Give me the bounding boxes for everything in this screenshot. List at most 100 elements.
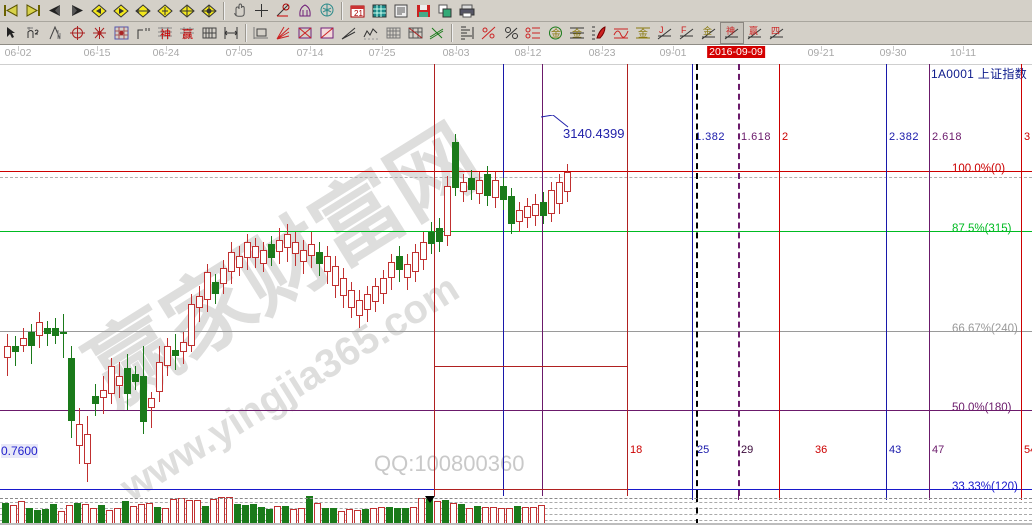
candle-body[interactable] [548, 190, 555, 214]
volume-bar[interactable] [210, 499, 217, 525]
fan-lines-icon[interactable] [272, 23, 294, 43]
measure-span-icon[interactable] [220, 23, 242, 43]
candle-body[interactable] [100, 390, 107, 398]
page-right-icon[interactable] [66, 1, 88, 21]
shift-left-icon[interactable] [88, 1, 110, 21]
volume-bar[interactable] [234, 504, 241, 525]
candle-body[interactable] [52, 328, 59, 336]
candle-body[interactable] [84, 434, 91, 464]
volume-bar[interactable] [314, 503, 321, 525]
candle-body[interactable] [396, 256, 403, 270]
volume-bar[interactable] [18, 501, 25, 525]
comb-grid-icon[interactable] [198, 23, 220, 43]
candle-body[interactable] [460, 182, 467, 192]
candle-body[interactable] [244, 242, 251, 258]
navigation-toolbar[interactable]: 21 [0, 0, 1032, 22]
candle-body[interactable] [380, 278, 387, 294]
volume-bar[interactable] [50, 504, 57, 525]
protractor-icon[interactable] [272, 1, 294, 21]
percent-level-icon[interactable] [522, 23, 544, 43]
candle-body[interactable] [308, 244, 315, 256]
volume-bar[interactable] [458, 504, 465, 525]
candle-body[interactable] [292, 242, 299, 254]
candle-body[interactable] [260, 250, 267, 264]
si-fan-icon[interactable]: 四 [766, 23, 788, 43]
candle-body[interactable] [124, 368, 131, 394]
candle-body[interactable] [212, 282, 219, 294]
ying-fan-icon[interactable]: 赢 [744, 23, 766, 43]
candle-body[interactable] [484, 174, 491, 196]
last-record-icon[interactable] [22, 1, 44, 21]
cursor-arrow-icon[interactable] [0, 23, 22, 43]
j-line-icon[interactable]: J [654, 23, 676, 43]
candle-body[interactable] [156, 362, 163, 392]
volume-bar[interactable] [170, 499, 177, 525]
candle-body[interactable] [532, 204, 539, 216]
report-icon[interactable] [390, 1, 412, 21]
candle-body[interactable] [188, 304, 195, 346]
volume-bar[interactable] [194, 500, 201, 525]
candle-body[interactable] [324, 256, 331, 272]
volume-bar[interactable] [122, 501, 129, 525]
parallel-lines-icon[interactable] [426, 23, 448, 43]
first-record-icon[interactable] [0, 1, 22, 21]
volume-bar[interactable] [186, 500, 193, 525]
candle-body[interactable] [180, 342, 187, 352]
volume-bar[interactable] [218, 497, 225, 525]
volume-bar[interactable] [98, 505, 105, 525]
volume-bar[interactable] [418, 498, 425, 525]
step-line-icon[interactable] [132, 23, 154, 43]
save-disk-icon[interactable] [412, 1, 434, 21]
draw-shape-icon[interactable] [294, 1, 316, 21]
candle-body[interactable] [316, 252, 323, 264]
gold-level-icon[interactable]: 金 [566, 23, 588, 43]
percent-retrace-icon[interactable] [478, 23, 500, 43]
candle-body[interactable] [92, 396, 99, 404]
candle-body[interactable] [28, 332, 35, 346]
fit-screen-icon[interactable] [198, 1, 220, 21]
hand-pan-icon[interactable] [228, 1, 250, 21]
volume-bar[interactable] [442, 500, 449, 525]
candle-body[interactable] [20, 338, 27, 346]
volume-bar[interactable] [146, 503, 153, 525]
candle-body[interactable] [196, 296, 203, 308]
percent-icon[interactable] [500, 23, 522, 43]
volume-panel[interactable] [0, 496, 1032, 525]
channel-box-icon[interactable] [250, 23, 272, 43]
zoom-vertical-icon[interactable] [154, 1, 176, 21]
expand-icon[interactable] [176, 1, 198, 21]
candle-body[interactable] [172, 350, 179, 356]
candle-body[interactable] [60, 332, 67, 334]
zoom-horizontal-icon[interactable] [132, 1, 154, 21]
page-left-icon[interactable] [44, 1, 66, 21]
square-grid-icon[interactable] [110, 23, 132, 43]
candle-body[interactable] [412, 252, 419, 272]
crosshair-icon[interactable] [250, 1, 272, 21]
candle-body[interactable] [44, 328, 51, 334]
volume-bar[interactable] [178, 498, 185, 525]
candle-body[interactable] [268, 244, 275, 258]
date-axis[interactable]: 06-02 06-15 06-24 07-05 07-14 07-25 08-03 08-12… [0, 46, 1032, 65]
box-cross-icon[interactable] [294, 23, 316, 43]
candle-body[interactable] [228, 252, 235, 272]
volume-bar[interactable] [66, 505, 73, 525]
candle-body[interactable] [564, 172, 571, 192]
volume-bar[interactable] [2, 503, 9, 525]
volume-bar[interactable] [226, 497, 233, 525]
candle-body[interactable] [300, 250, 307, 262]
candle-body[interactable] [204, 272, 211, 300]
gold-circle-icon[interactable]: 金 [544, 23, 566, 43]
copy-icon[interactable] [434, 1, 456, 21]
candle-body[interactable] [76, 424, 83, 446]
ying-grid-icon[interactable]: 赢 [176, 23, 198, 43]
candle-body[interactable] [332, 266, 339, 286]
candle-body[interactable] [524, 206, 531, 218]
candle-body[interactable] [164, 346, 171, 366]
shift-right-icon[interactable] [110, 1, 132, 21]
candle-body[interactable] [348, 290, 355, 308]
candle-body[interactable] [540, 202, 547, 216]
candle-body[interactable] [468, 178, 475, 190]
volume-bar[interactable] [138, 504, 145, 525]
zigzag-icon[interactable] [360, 23, 382, 43]
